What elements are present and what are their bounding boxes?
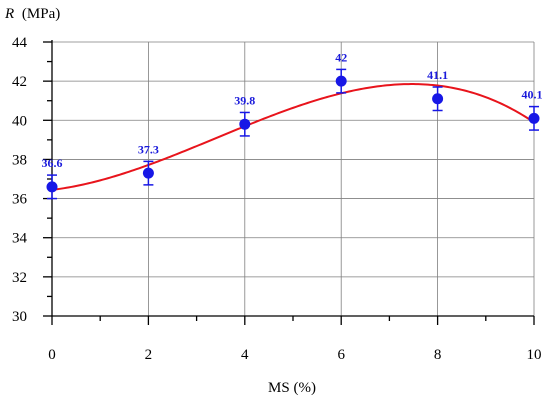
data-label: 37.3 bbox=[138, 142, 159, 156]
x-tick-label: 6 bbox=[337, 347, 345, 363]
y-tick-label: 38 bbox=[12, 152, 27, 168]
error-bars bbox=[47, 68, 539, 200]
tick-marks bbox=[43, 41, 535, 325]
y-axis-symbol: R bbox=[4, 6, 14, 22]
y-tick-label: 34 bbox=[12, 231, 28, 247]
y-tick-label: 44 bbox=[12, 35, 28, 51]
data-point bbox=[239, 118, 251, 130]
y-tick-label: 30 bbox=[12, 309, 27, 325]
data-label: 42 bbox=[335, 50, 347, 64]
data-label: 40.1 bbox=[522, 88, 543, 102]
data-points bbox=[46, 75, 540, 193]
data-point bbox=[335, 75, 347, 87]
x-tick-label: 8 bbox=[434, 347, 442, 363]
data-labels: 36.6 37.3 39.8 42 41.1 40.1 bbox=[42, 50, 543, 170]
data-point bbox=[432, 93, 444, 105]
y-tick-label: 36 bbox=[12, 192, 28, 208]
data-point bbox=[142, 167, 154, 179]
data-label: 41.1 bbox=[427, 68, 448, 82]
x-tick-label: 10 bbox=[527, 347, 542, 363]
y-axis-unit: (MPa) bbox=[22, 6, 60, 22]
grid-lines bbox=[52, 41, 535, 316]
x-tick-label: 0 bbox=[48, 347, 56, 363]
data-label: 39.8 bbox=[234, 93, 255, 107]
data-label: 36.6 bbox=[42, 156, 63, 170]
x-tick-label: 2 bbox=[145, 347, 153, 363]
trend-line bbox=[51, 83, 535, 191]
y-axis-title: R (MPa) bbox=[4, 6, 60, 22]
y-tick-label: 40 bbox=[12, 113, 27, 129]
y-tick-label: 32 bbox=[12, 270, 27, 286]
tick-labels: 0 2 4 6 8 10 30 32 34 36 38 40 42 44 bbox=[12, 35, 542, 363]
data-point bbox=[46, 181, 58, 193]
x-axis-title: MS (%) bbox=[268, 380, 316, 396]
y-tick-label: 42 bbox=[12, 74, 27, 90]
data-point bbox=[528, 112, 540, 124]
x-tick-label: 4 bbox=[241, 347, 249, 363]
